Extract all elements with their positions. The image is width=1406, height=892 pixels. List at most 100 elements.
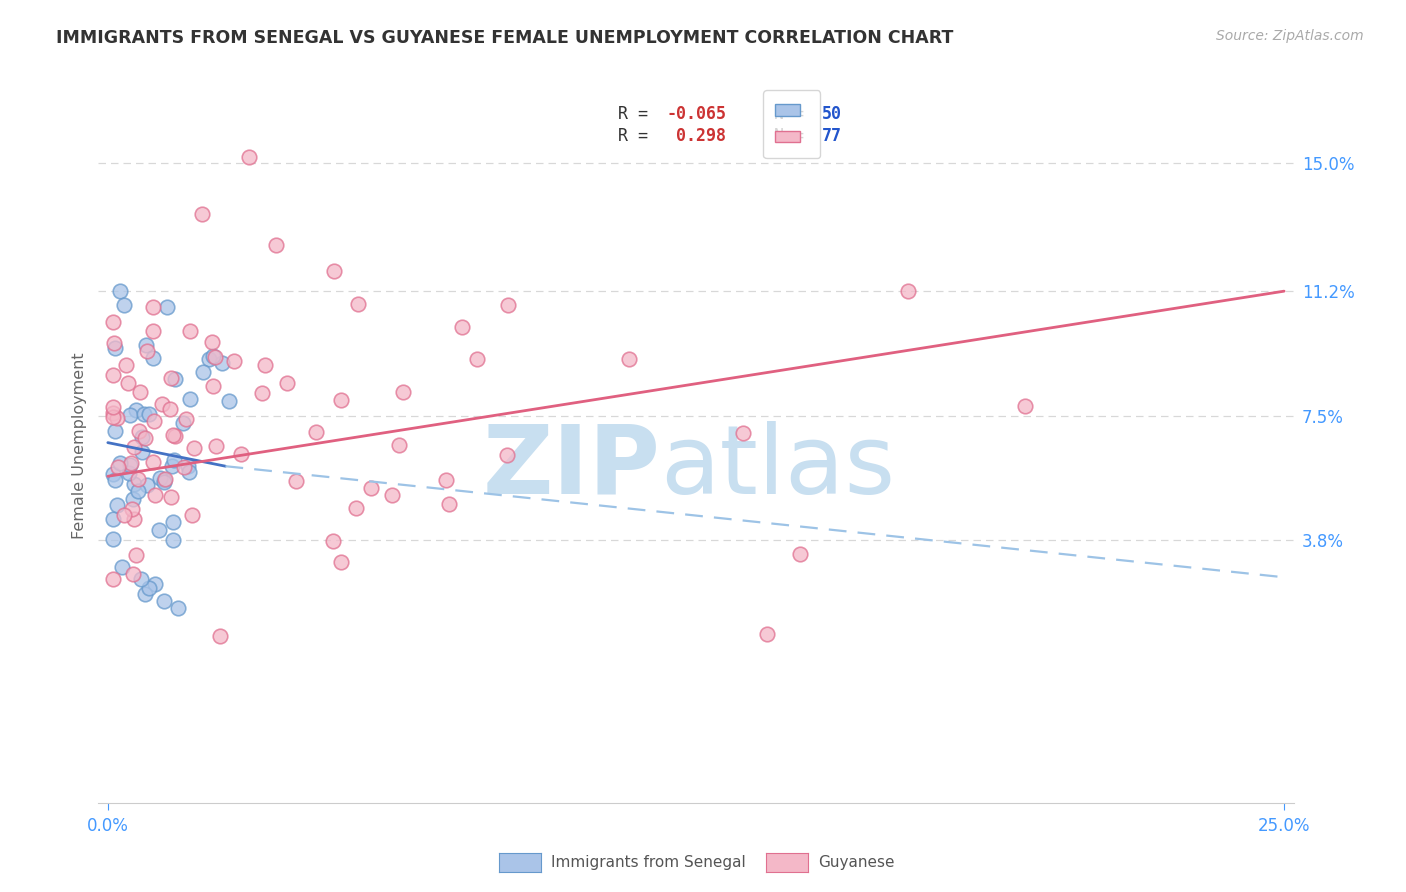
Point bbox=[105, 498, 128, 512]
Point bbox=[173, 459, 195, 474]
Point bbox=[322, 533, 344, 548]
Point bbox=[160, 459, 183, 474]
Point bbox=[105, 410, 128, 425]
Text: IMMIGRANTS FROM SENEGAL VS GUYANESE FEMALE UNEMPLOYMENT CORRELATION CHART: IMMIGRANTS FROM SENEGAL VS GUYANESE FEMA… bbox=[56, 29, 953, 46]
Point bbox=[201, 334, 224, 349]
Point bbox=[118, 466, 141, 480]
Point bbox=[108, 284, 131, 298]
Point bbox=[127, 471, 149, 485]
Point bbox=[159, 402, 181, 417]
Point bbox=[381, 488, 404, 502]
Point bbox=[176, 412, 198, 426]
Point bbox=[1014, 399, 1036, 413]
Point bbox=[101, 400, 124, 414]
Point bbox=[238, 149, 260, 163]
Point bbox=[156, 301, 179, 315]
Point bbox=[496, 298, 519, 312]
Point bbox=[202, 350, 225, 364]
Point bbox=[179, 466, 201, 480]
Point bbox=[276, 376, 298, 390]
Point bbox=[897, 284, 920, 298]
Point bbox=[209, 629, 232, 643]
Text: N =: N = bbox=[773, 127, 804, 145]
Point bbox=[122, 566, 145, 581]
Point bbox=[198, 351, 221, 366]
Point bbox=[264, 237, 287, 252]
Point bbox=[120, 409, 142, 423]
Point bbox=[124, 477, 146, 491]
Point bbox=[172, 416, 194, 430]
Point bbox=[451, 320, 474, 334]
Text: R =: R = bbox=[619, 127, 648, 145]
Point bbox=[179, 392, 201, 407]
Point bbox=[329, 555, 352, 569]
Point bbox=[135, 338, 157, 352]
Point bbox=[112, 508, 135, 522]
Point bbox=[204, 350, 226, 364]
Point bbox=[131, 430, 153, 444]
Point bbox=[211, 356, 233, 370]
Point bbox=[205, 439, 228, 453]
Point bbox=[138, 581, 160, 595]
Point bbox=[163, 429, 186, 443]
Point bbox=[201, 378, 224, 392]
Point bbox=[162, 428, 184, 442]
Point bbox=[129, 572, 152, 586]
Point bbox=[250, 385, 273, 400]
Point bbox=[129, 385, 152, 400]
Point bbox=[218, 394, 240, 409]
Point bbox=[179, 324, 201, 338]
Legend: , : , bbox=[763, 90, 820, 158]
Point bbox=[181, 508, 204, 522]
Text: Immigrants from Senegal: Immigrants from Senegal bbox=[551, 855, 747, 870]
Text: 50: 50 bbox=[821, 105, 841, 123]
Point bbox=[755, 627, 778, 641]
Point bbox=[322, 264, 344, 278]
Point bbox=[143, 577, 166, 591]
Point bbox=[101, 467, 124, 481]
Point bbox=[465, 352, 488, 367]
Point bbox=[117, 376, 139, 390]
Text: N =: N = bbox=[773, 105, 804, 123]
Point bbox=[132, 408, 155, 422]
Point bbox=[619, 352, 641, 367]
Point bbox=[329, 393, 352, 408]
Point bbox=[160, 370, 183, 384]
Y-axis label: Female Unemployment: Female Unemployment bbox=[72, 352, 87, 540]
Point bbox=[163, 372, 186, 386]
Point bbox=[167, 600, 190, 615]
Point bbox=[112, 298, 135, 312]
Text: 0.298: 0.298 bbox=[666, 127, 725, 145]
Point bbox=[101, 406, 124, 420]
Text: Guyanese: Guyanese bbox=[818, 855, 894, 870]
Point bbox=[436, 474, 458, 488]
Point bbox=[392, 385, 415, 400]
Point bbox=[347, 297, 370, 311]
Point bbox=[127, 484, 149, 499]
Text: atlas: atlas bbox=[661, 421, 896, 514]
Point bbox=[177, 458, 200, 473]
Point bbox=[101, 368, 124, 383]
Point bbox=[344, 500, 367, 515]
Point bbox=[122, 492, 145, 507]
Point bbox=[108, 456, 131, 470]
Point bbox=[160, 490, 183, 504]
Point bbox=[101, 512, 124, 526]
Point bbox=[360, 482, 382, 496]
Text: R =: R = bbox=[619, 105, 648, 123]
Point bbox=[104, 425, 127, 439]
Point bbox=[731, 425, 754, 440]
Point bbox=[107, 459, 129, 474]
Point bbox=[142, 301, 165, 315]
Point bbox=[222, 354, 245, 368]
Point bbox=[148, 523, 170, 537]
Point bbox=[142, 351, 165, 366]
Text: ZIP: ZIP bbox=[482, 421, 661, 514]
Point bbox=[128, 424, 150, 438]
Point bbox=[120, 456, 142, 470]
Point bbox=[143, 488, 166, 502]
Point bbox=[191, 207, 214, 221]
Point bbox=[103, 336, 125, 351]
Point bbox=[125, 548, 148, 562]
Point bbox=[388, 438, 411, 452]
